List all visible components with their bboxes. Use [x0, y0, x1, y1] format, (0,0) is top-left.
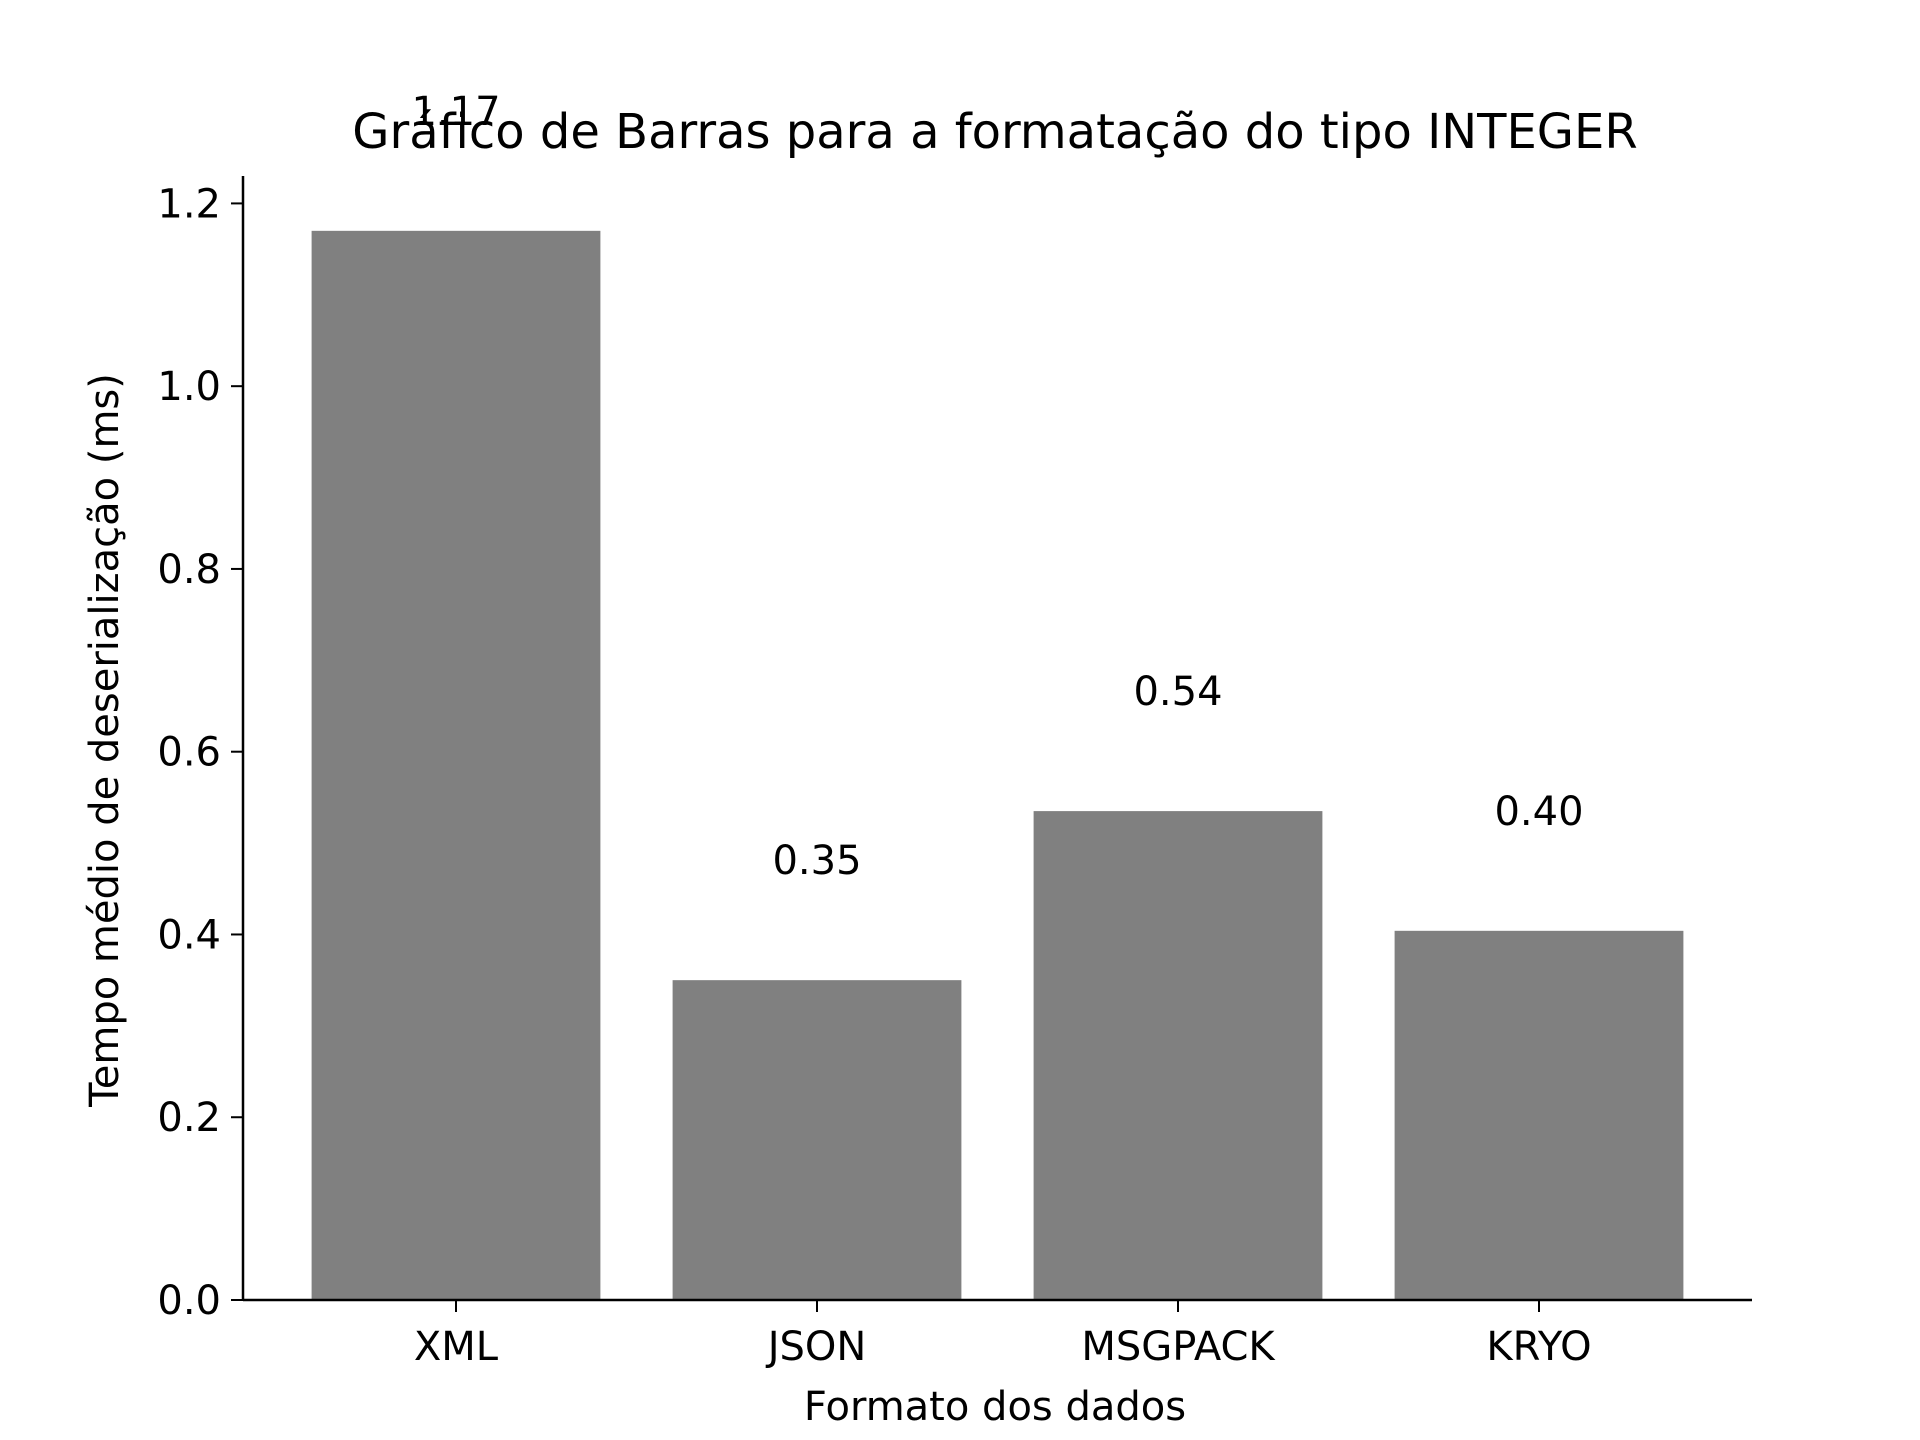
x-tick-label-kryo: KRYO: [1486, 1324, 1591, 1370]
bar-json: [672, 980, 962, 1300]
data-labels-group: 1.17 0.35 0.54 0.40: [411, 89, 1583, 884]
data-label-msgpack: 0.54: [1133, 669, 1222, 715]
y-axis-label: Tempo médio de deserialização (ms): [82, 373, 128, 1108]
x-axis-label: Formato dos dados: [804, 1384, 1186, 1430]
y-tick-label: 0.0: [157, 1278, 221, 1324]
bar-msgpack: [1033, 811, 1323, 1300]
data-label-kryo: 0.40: [1494, 789, 1583, 835]
x-tick-label-json: JSON: [765, 1324, 867, 1370]
y-tick-label: 0.6: [157, 730, 221, 776]
y-axis: 0.0 0.2 0.4 0.6 0.8 1.0 1.2: [157, 176, 245, 1324]
bar-kryo: [1394, 930, 1684, 1300]
data-label-xml: 1.17: [411, 89, 500, 135]
bar-xml: [311, 230, 601, 1301]
x-tick-label-xml: XML: [414, 1324, 499, 1370]
y-tick-label: 0.2: [157, 1095, 221, 1141]
y-tick-label: 1.2: [157, 181, 221, 227]
y-tick-label: 0.4: [157, 912, 221, 958]
bars-group: [311, 230, 1684, 1301]
data-label-json: 0.35: [772, 838, 861, 884]
x-tick-label-msgpack: MSGPACK: [1081, 1324, 1276, 1370]
y-tick-label: 1.0: [157, 364, 221, 410]
chart-title: Gráfico de Barras para a formatação do t…: [352, 104, 1637, 160]
y-tick-label: 0.8: [157, 547, 221, 593]
x-axis: XML JSON MSGPACK KRYO: [243, 1298, 1752, 1370]
